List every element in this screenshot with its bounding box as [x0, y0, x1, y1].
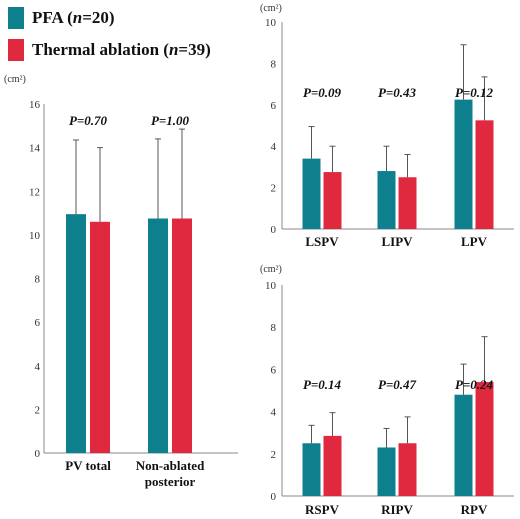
legend-item-pfa: PFA (n=20)	[8, 4, 211, 32]
pv-y-tick-label: 16	[29, 99, 41, 111]
pv-y-tick-label: 2	[35, 404, 41, 416]
legend-swatch-pfa	[8, 7, 24, 29]
left-bar-thermal	[398, 177, 417, 229]
left-p-value: P=0.12	[455, 85, 494, 100]
left-bar-thermal	[323, 172, 342, 229]
right-unit-label: (cm²)	[260, 264, 282, 275]
pv-y-tick-label: 6	[35, 317, 41, 329]
right-y-tick-label: 6	[271, 364, 277, 376]
pv-unit-label: (cm²)	[4, 74, 26, 85]
pv-category-label: posterior	[145, 474, 196, 489]
left-category-label: LIPV	[381, 234, 413, 249]
pv-category-label: PV total	[65, 458, 111, 473]
right-y-tick-label: 4	[271, 407, 277, 419]
right-p-value: P=0.24	[455, 377, 494, 392]
left-p-value: P=0.09	[303, 85, 342, 100]
left-y-tick-label: 4	[271, 141, 277, 153]
pv-y-tick-label: 8	[35, 274, 41, 286]
left-unit-label: (cm²)	[260, 3, 282, 14]
left-bar-thermal	[475, 120, 494, 229]
pv-y-tick-label: 10	[29, 230, 41, 242]
right-category-label: RSPV	[305, 502, 340, 517]
pv-p-value: P=0.70	[69, 113, 108, 128]
pv-category-label: Non-ablated	[136, 458, 205, 473]
left-category-label: LSPV	[305, 234, 339, 249]
pv-bar-thermal	[90, 221, 110, 453]
right-bar-thermal	[475, 382, 494, 496]
pv-y-tick-label: 4	[35, 361, 41, 373]
right-p-value: P=0.14	[303, 377, 342, 392]
pv-bar-thermal	[172, 218, 192, 453]
right-y-tick-label: 2	[271, 449, 277, 461]
legend: PFA (n=20) Thermal ablation (n=39)	[8, 4, 211, 68]
right-y-tick-label: 0	[271, 491, 277, 503]
pv-bar-pfa	[148, 218, 168, 453]
left-y-tick-label: 8	[271, 58, 277, 70]
left-category-label: LPV	[461, 234, 488, 249]
left-y-tick-label: 0	[271, 224, 277, 236]
right-category-label: RIPV	[381, 502, 413, 517]
right-bar-pfa	[454, 394, 473, 496]
left-p-value: P=0.43	[378, 85, 417, 100]
right-y-tick-label: 8	[271, 322, 277, 334]
pv-p-value: P=1.00	[151, 113, 190, 128]
pv-y-tick-label: 12	[29, 186, 40, 198]
left-y-tick-label: 10	[265, 17, 277, 29]
right-bar-pfa	[302, 443, 321, 496]
pv-y-tick-label: 0	[35, 448, 41, 460]
legend-label-pfa: PFA (n=20)	[32, 8, 115, 27]
right-bar-pfa	[377, 447, 396, 496]
left-y-tick-label: 6	[271, 100, 277, 112]
legend-item-thermal: Thermal ablation (n=39)	[8, 36, 211, 64]
legend-swatch-thermal	[8, 39, 24, 61]
pv-bar-pfa	[66, 214, 86, 453]
legend-label-thermal: Thermal ablation (n=39)	[32, 40, 211, 59]
left-bar-pfa	[377, 171, 396, 229]
pv-y-tick-label: 14	[29, 143, 41, 155]
right-bar-thermal	[323, 435, 342, 496]
left-y-tick-label: 2	[271, 183, 277, 195]
right-bar-thermal	[398, 443, 417, 496]
right-p-value: P=0.47	[378, 377, 417, 392]
left-bar-pfa	[302, 158, 321, 229]
right-y-tick-label: 10	[265, 280, 277, 292]
right-category-label: RPV	[461, 502, 488, 517]
left-bar-pfa	[454, 99, 473, 229]
